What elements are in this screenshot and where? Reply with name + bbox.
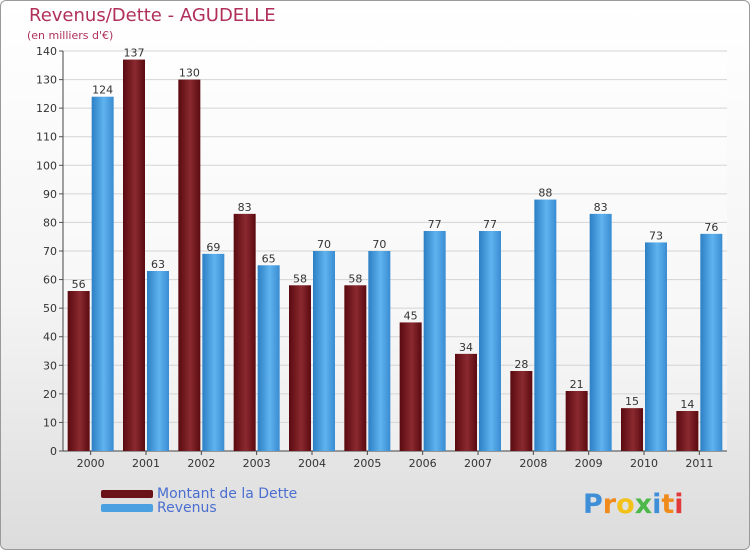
bar-revenus bbox=[147, 271, 169, 451]
data-label: 77 bbox=[483, 218, 497, 231]
data-label: 137 bbox=[124, 47, 145, 60]
bar-revenus bbox=[313, 251, 335, 451]
bar-revenus bbox=[91, 96, 114, 451]
data-label: 56 bbox=[72, 278, 86, 291]
x-tick-label: 2007 bbox=[464, 457, 492, 470]
bar-revenus bbox=[589, 213, 612, 451]
legend-item-debt: Montant de la Dette bbox=[101, 487, 297, 501]
bar-revenus bbox=[257, 265, 280, 451]
bar-debt bbox=[510, 371, 533, 451]
y-tick-label: 10 bbox=[43, 416, 57, 429]
x-tick-label: 2008 bbox=[519, 457, 547, 470]
data-label: 15 bbox=[625, 395, 639, 408]
x-tick-label: 2003 bbox=[243, 457, 271, 470]
bar-debt bbox=[178, 79, 201, 452]
bar-revenus bbox=[479, 231, 501, 451]
y-tick-label: 20 bbox=[43, 388, 57, 401]
x-tick-label: 2006 bbox=[409, 457, 437, 470]
bar-revenus bbox=[534, 199, 557, 451]
bar-debt bbox=[399, 322, 422, 451]
y-tick-label: 60 bbox=[43, 274, 57, 287]
data-label: 83 bbox=[594, 201, 608, 214]
logo-letter: r bbox=[602, 489, 617, 520]
data-label: 28 bbox=[514, 358, 528, 371]
data-label: 69 bbox=[206, 241, 220, 254]
data-label: 73 bbox=[649, 229, 663, 242]
bar-revenus bbox=[368, 251, 391, 451]
y-tick-label: 120 bbox=[36, 102, 57, 115]
bar-revenus bbox=[700, 233, 723, 451]
legend: Montant de la Dette Revenus bbox=[101, 487, 297, 515]
data-label: 58 bbox=[348, 272, 362, 285]
y-tick-label: 40 bbox=[43, 331, 57, 344]
x-tick-label: 2004 bbox=[298, 457, 326, 470]
data-label: 77 bbox=[428, 218, 442, 231]
logo-letter: P bbox=[583, 489, 603, 520]
data-label: 76 bbox=[704, 221, 718, 234]
y-tick-label: 130 bbox=[36, 74, 57, 87]
bar-revenus bbox=[645, 242, 667, 451]
logo-letter: o bbox=[616, 489, 635, 520]
data-label: 88 bbox=[538, 187, 552, 200]
data-label: 70 bbox=[317, 238, 331, 251]
bar-debt bbox=[344, 285, 367, 451]
x-tick-label: 2000 bbox=[77, 457, 105, 470]
y-tick-label: 140 bbox=[36, 45, 57, 58]
x-tick-label: 2010 bbox=[630, 457, 658, 470]
chart-subtitle: (en milliers d'€) bbox=[27, 29, 114, 42]
data-label: 83 bbox=[238, 201, 252, 214]
x-tick-label: 2005 bbox=[353, 457, 381, 470]
legend-label-debt: Montant de la Dette bbox=[157, 486, 298, 502]
y-tick-label: 0 bbox=[50, 445, 57, 458]
data-label: 58 bbox=[293, 272, 307, 285]
bar-debt bbox=[565, 391, 588, 451]
y-tick-label: 50 bbox=[43, 302, 57, 315]
x-tick-label: 2009 bbox=[575, 457, 603, 470]
legend-label-revenus: Revenus bbox=[157, 500, 217, 516]
data-label: 130 bbox=[179, 67, 200, 80]
y-tick-label: 70 bbox=[43, 245, 57, 258]
y-tick-label: 100 bbox=[36, 159, 57, 172]
bar-debt bbox=[676, 411, 699, 451]
legend-swatch-debt bbox=[101, 490, 153, 498]
data-label: 63 bbox=[151, 258, 165, 271]
logo-letter: i bbox=[652, 489, 662, 520]
x-tick-label: 2002 bbox=[187, 457, 215, 470]
y-tick-label: 80 bbox=[43, 216, 57, 229]
data-label: 65 bbox=[262, 252, 276, 265]
data-label: 34 bbox=[459, 341, 473, 354]
bar-debt bbox=[123, 59, 145, 451]
data-label: 70 bbox=[372, 238, 386, 251]
proxiti-logo: Proxiti bbox=[583, 489, 684, 520]
legend-item-revenus: Revenus bbox=[101, 501, 297, 515]
logo-letter: x bbox=[634, 489, 653, 520]
y-tick-label: 30 bbox=[43, 359, 57, 372]
y-tick-label: 90 bbox=[43, 188, 57, 201]
bar-debt bbox=[67, 291, 90, 451]
x-tick-label: 2001 bbox=[132, 457, 160, 470]
bar-revenus bbox=[423, 231, 446, 451]
data-label: 45 bbox=[404, 309, 418, 322]
logo-letter: i bbox=[674, 489, 684, 520]
logo-letter: t bbox=[661, 489, 675, 520]
bar-debt bbox=[621, 408, 643, 451]
bar-debt bbox=[289, 285, 311, 451]
bar-debt bbox=[233, 213, 256, 451]
data-label: 124 bbox=[92, 84, 113, 97]
data-label: 21 bbox=[570, 378, 584, 391]
chart-title: Revenus/Dette - AGUDELLE bbox=[29, 5, 276, 26]
bar-debt bbox=[455, 353, 477, 451]
data-label: 14 bbox=[680, 398, 694, 411]
bar-revenus bbox=[202, 253, 225, 451]
legend-swatch-revenus bbox=[101, 504, 153, 512]
y-tick-label: 110 bbox=[36, 131, 57, 144]
x-tick-label: 2011 bbox=[685, 457, 713, 470]
